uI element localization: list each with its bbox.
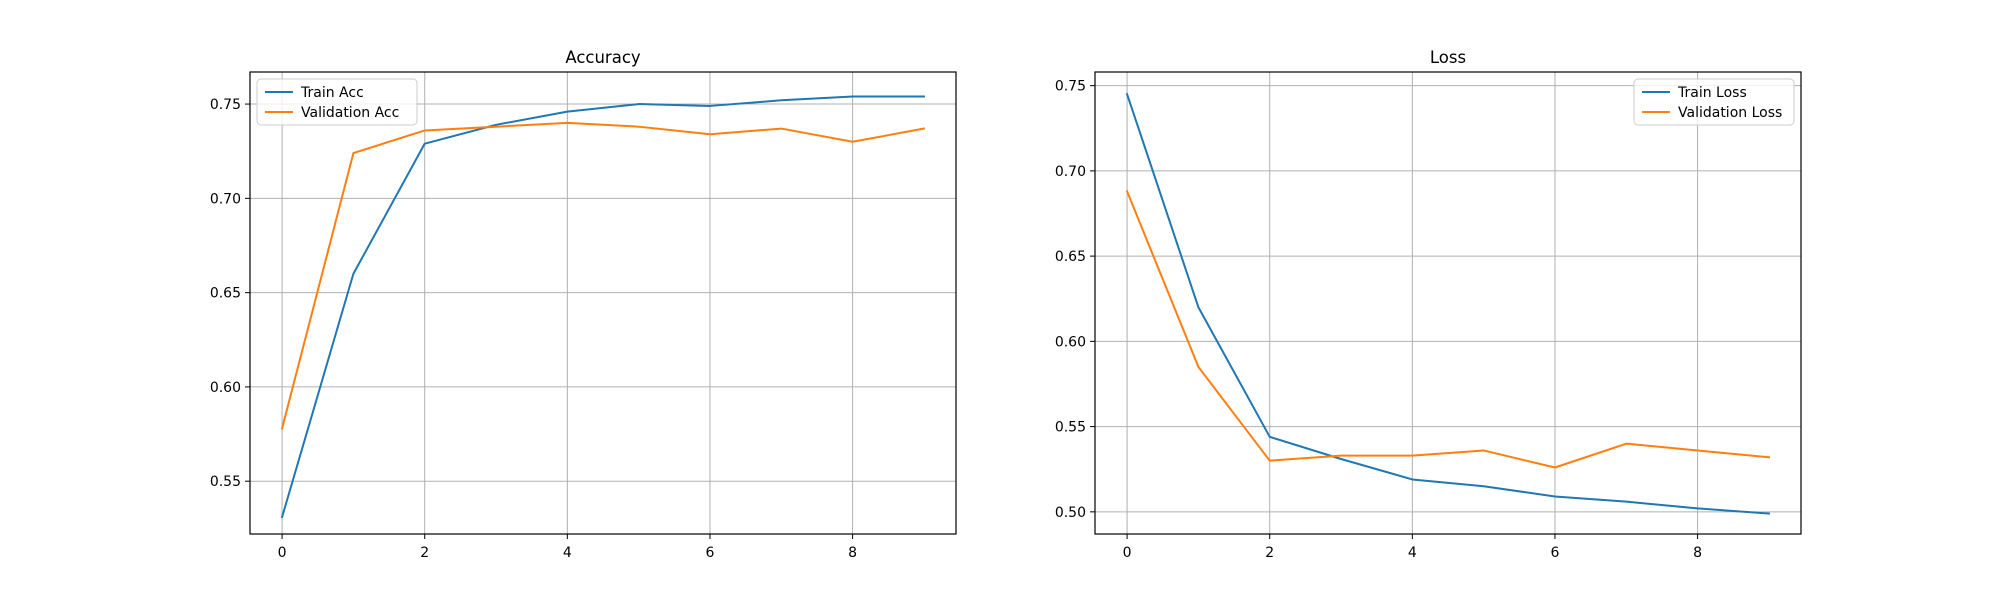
accuracy-legend-box: [256, 78, 418, 126]
accuracy-series-line-validation: [280, 121, 926, 430]
accuracy-legend-label-train: Train Acc: [300, 85, 364, 101]
loss-plot-area: [1095, 72, 1801, 534]
accuracy-x-tick-label: 6: [706, 545, 715, 561]
loss-series-line-train: [1125, 92, 1770, 515]
loss-legend: Train Loss Validation Loss: [1633, 78, 1795, 126]
loss-y-tick-label: 0.75: [1055, 79, 1086, 95]
accuracy-series-line-train: [280, 95, 925, 519]
accuracy-x-tick-label: 2: [420, 545, 429, 561]
loss-x-tick-label: 4: [1408, 545, 1417, 561]
loss-y-tick-label: 0.70: [1055, 164, 1086, 180]
loss-x-tick-label: 2: [1265, 545, 1274, 561]
loss-x-tick-label: 0: [1123, 545, 1132, 561]
accuracy-legend-label-validation: Validation Acc: [301, 105, 399, 121]
loss-legend-box: [1633, 78, 1795, 126]
accuracy-y-tick-label: 0.60: [210, 380, 241, 396]
loss-x-tick-label: 8: [1693, 545, 1702, 561]
loss-axes-frame: [1094, 71, 1802, 535]
loss-y-tick-label: 0.60: [1055, 334, 1086, 350]
loss-x-tick-label: 6: [1551, 545, 1560, 561]
accuracy-y-tick-label: 0.75: [210, 97, 241, 113]
loss-y-tick-label: 0.55: [1055, 420, 1086, 436]
accuracy-legend: Train Acc Validation Acc: [256, 78, 418, 126]
loss-series-line-validation: [1125, 190, 1771, 469]
loss-y-tick-label: 0.65: [1055, 249, 1086, 265]
loss-y-tick-label: 0.50: [1055, 505, 1086, 521]
accuracy-y-tick-label: 0.55: [210, 474, 241, 490]
accuracy-x-tick-label: 4: [563, 545, 572, 561]
loss-title: Loss: [1430, 48, 1466, 67]
loss-legend-label-train: Train Loss: [1677, 85, 1747, 101]
loss-panel: 0 2 4 6 8 0.50 0.55 0.60 0.65 0.70 0.75 Loss Train L…: [1055, 48, 1802, 561]
loss-legend-label-validation: Validation Loss: [1678, 105, 1782, 121]
accuracy-panel: 0 2 4 6 8 0.55 0.60 0.65 0.70 0.75 Accuracy Train A…: [210, 48, 957, 561]
accuracy-title: Accuracy: [565, 48, 641, 67]
accuracy-y-tick-label: 0.70: [210, 191, 241, 207]
accuracy-x-tick-label: 0: [278, 545, 287, 561]
accuracy-y-tick-label: 0.65: [210, 286, 241, 302]
accuracy-axes-frame: [249, 71, 957, 535]
accuracy-x-tick-label: 8: [848, 545, 857, 561]
